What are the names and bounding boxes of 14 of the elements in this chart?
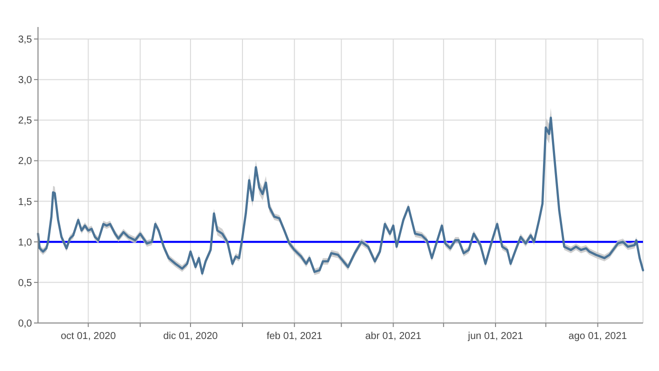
x-tick-label: ago 01, 2021 <box>568 331 628 342</box>
y-tick-label: 0,0 <box>18 318 32 330</box>
x-tick-label: feb 01, 2021 <box>266 331 323 342</box>
y-tick-label: 3,5 <box>18 34 32 46</box>
x-tick-label: dic 01, 2020 <box>163 331 218 342</box>
x-tick-label: jun 01, 2021 <box>466 331 524 342</box>
x-tick-label: oct 01, 2020 <box>60 331 116 342</box>
y-tick-label: 1,0 <box>18 237 32 248</box>
y-tick-label: 1,5 <box>18 196 32 208</box>
x-tick-label: abr 01, 2021 <box>365 331 422 342</box>
y-tick-label: 3,0 <box>18 75 32 86</box>
y-tick-label: 2,5 <box>18 116 32 127</box>
y-tick-label: 0,5 <box>18 278 32 289</box>
y-tick-label: 2,0 <box>18 156 32 168</box>
